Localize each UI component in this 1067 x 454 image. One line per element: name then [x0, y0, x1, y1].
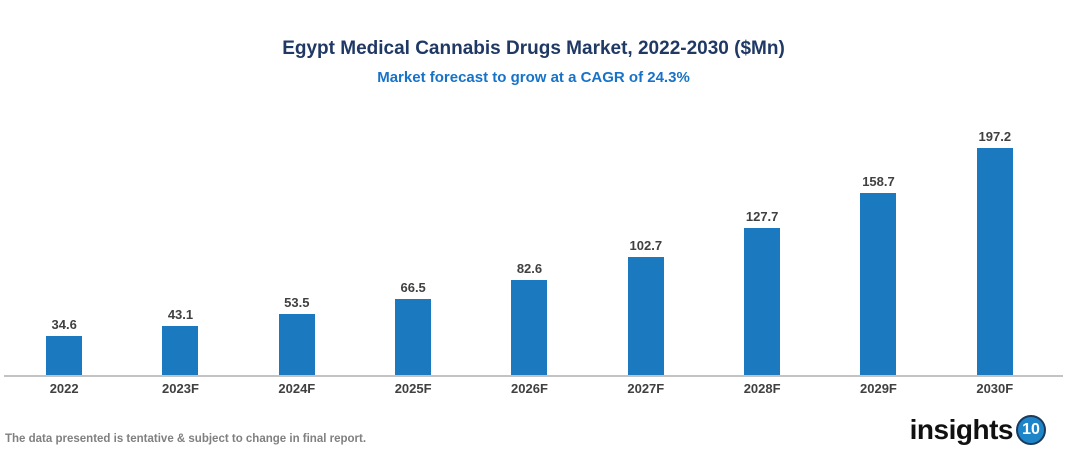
bar	[278, 314, 315, 376]
x-axis-labels: 2022 2023F 2024F 2025F 2026F 2027F 2028F…	[6, 381, 1053, 396]
bar-column: 82.6	[471, 261, 587, 376]
x-axis-label: 2023F	[162, 381, 199, 396]
disclaimer-text: The data presented is tentative & subjec…	[5, 433, 367, 445]
x-axis-label: 2030F	[976, 381, 1014, 396]
x-axis-label: 2025F	[394, 381, 432, 396]
x-axis-label: 2028F	[743, 381, 781, 396]
x-axis-label: 2029F	[860, 381, 897, 396]
bar-column: 53.5	[239, 295, 355, 376]
bar-column: 127.7	[704, 209, 820, 376]
bar-value-label: 53.5	[284, 295, 310, 310]
x-axis-label: 2022	[49, 381, 79, 396]
bar	[744, 228, 781, 376]
bar	[976, 148, 1013, 376]
bar-value-label: 34.6	[51, 317, 77, 332]
x-axis-line	[4, 375, 1063, 377]
bar-column: 158.7	[820, 174, 936, 376]
bar	[395, 299, 432, 376]
bar-value-label: 43.1	[167, 307, 194, 322]
bar-column: 66.5	[355, 280, 471, 376]
bar-value-label: 197.2	[978, 129, 1012, 144]
chart-subtitle: Market forecast to grow at a CAGR of 24.…	[377, 69, 690, 86]
chart-title: Egypt Medical Cannabis Drugs Market, 202…	[282, 38, 785, 59]
bar-value-label: 102.7	[629, 238, 663, 253]
x-axis-label: 2024F	[278, 381, 316, 396]
bar-value-label: 127.7	[745, 209, 779, 224]
bar-value-label: 158.7	[862, 174, 895, 189]
bar-value-label: 66.5	[400, 280, 426, 295]
bar-column: 197.2	[937, 129, 1053, 376]
x-axis-label: 2026F	[511, 381, 548, 396]
logo-badge-10: 10	[1016, 415, 1046, 445]
bars-row: 34.6 43.1 53.5 66.5 82.6 102.7	[6, 129, 1053, 376]
bar	[511, 280, 548, 376]
logo-wordmark: insights	[909, 414, 1014, 445]
insights10-logo: insights 10	[910, 414, 1046, 446]
bar-column: 34.6	[6, 317, 122, 376]
bar	[162, 326, 199, 376]
bar-column: 43.1	[122, 307, 238, 376]
bar-value-label: 82.6	[516, 261, 543, 276]
bar-column: 102.7	[588, 238, 704, 376]
bar	[627, 257, 664, 376]
x-axis-label: 2027F	[627, 381, 665, 396]
bar	[860, 193, 897, 376]
bar	[46, 336, 83, 376]
